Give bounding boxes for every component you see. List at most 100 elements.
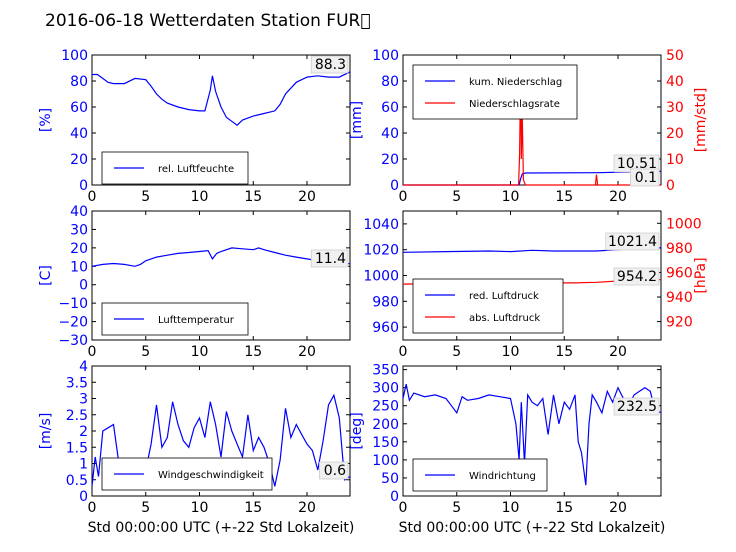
legend-label: abs. Luftdruck [469,313,540,324]
y-axis-label: [C] [38,265,54,286]
chart-temperature: 0 5 10 15 20 −30 −20 −10 0 10 20 30 40 [C] Lufttempera… [38,204,351,360]
y-tick-label: 0 [390,489,399,505]
last-value-label: 11.4 [315,251,346,267]
y-right-tick-label: 940 [666,290,693,306]
y-tick-label: 20 [70,241,88,257]
y-tick-label: 3.5 [66,375,88,391]
y-right-tick-label: 40 [666,74,684,90]
x-tick-label: 15 [555,189,573,205]
y-axis-label: [m/s] [38,413,54,450]
legend-box [101,151,249,185]
legend-label: kum. Niederschlag [469,77,562,88]
y-right-tick-label: 1000 [666,216,702,232]
legend-label: Niederschlagsrate [469,99,560,110]
last-value-label: 1021.4 [608,234,657,250]
last-value-box [613,267,660,286]
x-tick-label: 0 [88,189,97,205]
figure-title: 2016-06-18 Wetterdaten Station FUR  [45,11,371,31]
y-tick-label: 200 [372,417,399,433]
chart-wind_speed: 0 5 10 15 20 00.511.522.533.54 [m/s] Std 00:00:… [38,359,354,536]
y-tick-label: 0.5 [66,473,88,489]
last-value-label: 88.3 [315,57,346,73]
y-tick-label: 300 [372,381,399,397]
series-line-lufttemperatur [91,247,351,267]
last-value-label: 10.51 [617,156,657,172]
x-tick-label: 10 [502,500,520,516]
chart-humidity: 0 5 10 15 20 0 20 40 60 80 100 [%] rel. Luftfeuchte 8… [38,48,351,205]
x-tick-label: 15 [555,500,573,516]
x-tick-label: 5 [452,344,461,360]
y-tick-label: 60 [70,100,88,116]
y-tick-label: 4 [79,359,88,375]
x-tick-label: 0 [399,500,408,516]
legend: kum. Niederschlag Niederschlagsrate [412,64,578,120]
y-tick-label: 10 [70,259,88,275]
x-tick-label: 20 [298,500,316,516]
last-value-box [310,249,349,268]
legend: Windrichtung [412,458,548,492]
last-value-box [319,461,349,480]
x-tick-label: 10 [502,189,520,205]
x-tick-label: 5 [141,189,150,205]
y-tick-label: 2 [79,424,88,440]
y-tick-label: 150 [372,435,399,451]
y-tick-label: 80 [381,74,399,90]
y-tick-label: 100 [61,48,88,64]
y-tick-label: 100 [372,48,399,64]
y-tick-label: 40 [70,204,88,220]
last-value-box [310,55,349,74]
legend-label: Windgeschwindigkeit [158,470,264,481]
legend-label: Windrichtung [469,471,536,482]
y-right-tick-label: 20 [666,126,684,142]
y-right-tick-label: 920 [666,315,693,331]
x-tick-label: 15 [244,189,262,205]
y-tick-label: 100 [372,453,399,469]
y-tick-label: 0 [79,489,88,505]
x-tick-label: 20 [298,344,316,360]
x-tick-label: 20 [609,344,627,360]
x-tick-label: 15 [555,344,573,360]
y-axis-label: [deg] [349,412,365,449]
chart-precip: 0 5 10 15 20 0 20 40 60 80 100 0 10 20 30 40 50 [mm] [mm/s… [349,48,709,205]
x-tick-label: 10 [191,500,209,516]
legend-box [412,64,578,120]
y-tick-label: 980 [372,294,399,310]
y-tick-label: 960 [372,320,399,336]
y-tick-label: −10 [58,296,88,312]
y-right-axis-label: [hPa] [693,257,709,293]
y-tick-label: 1 [79,457,88,473]
y-right-tick-label: 960 [666,265,693,281]
y-tick-label: 350 [372,363,399,379]
y-tick-label: 40 [70,126,88,142]
x-tick-label: 15 [244,500,262,516]
y-axis-label: [mm] [349,101,365,139]
legend: red. Luftdruck abs. Luftdruck [412,278,564,334]
x-tick-label: 15 [244,344,262,360]
y-tick-label: 3 [79,392,88,408]
y-tick-label: 30 [70,222,88,238]
y-tick-label: 1020 [363,243,399,259]
x-tick-label: 0 [88,344,97,360]
y-tick-label: 1.5 [66,440,88,456]
last-value-label: 0.6 [324,463,346,479]
x-tick-label: 20 [298,189,316,205]
y-tick-label: 2.5 [66,408,88,424]
legend-label: red. Luftdruck [469,291,539,302]
x-tick-label: 20 [609,189,627,205]
x-tick-label: 10 [502,344,520,360]
y-tick-label: 60 [381,100,399,116]
last-value-box [630,168,660,187]
y-axis-label: [%] [38,108,54,132]
x-tick-label: 10 [191,344,209,360]
y-tick-label: −20 [58,315,88,331]
y-tick-label: −30 [58,333,88,349]
y-tick-label: 0 [390,178,399,194]
x-tick-label: 10 [191,189,209,205]
last-value-box [605,232,660,251]
x-tick-label: 5 [452,189,461,205]
x-tick-label: 0 [399,344,408,360]
y-tick-label: 50 [381,471,399,487]
y-right-tick-label: 50 [666,48,684,64]
